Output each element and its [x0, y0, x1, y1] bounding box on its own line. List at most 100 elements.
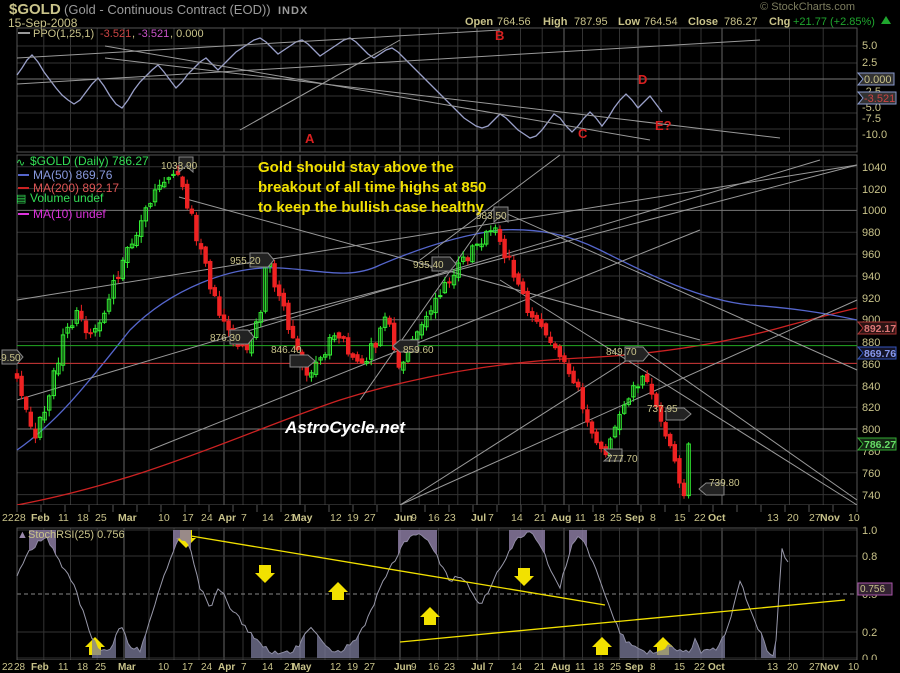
svg-text:Close: Close — [688, 16, 718, 28]
svg-text:Sep: Sep — [625, 512, 644, 524]
svg-text:20: 20 — [787, 662, 799, 673]
svg-text:-7.5: -7.5 — [862, 113, 881, 125]
svg-text:Nov: Nov — [820, 512, 840, 524]
svg-text:19: 19 — [347, 662, 359, 673]
svg-text:892.17: 892.17 — [864, 323, 896, 335]
svg-text:15: 15 — [674, 662, 686, 673]
svg-text:764.56: 764.56 — [497, 16, 531, 28]
svg-text:920: 920 — [862, 293, 880, 305]
svg-text:846.40: 846.40 — [271, 345, 302, 356]
svg-text:22: 22 — [2, 662, 14, 673]
svg-text:, 0.000: , 0.000 — [170, 28, 204, 40]
svg-text:▤: ▤ — [16, 193, 26, 205]
svg-text:May: May — [292, 512, 313, 524]
svg-text:High: High — [543, 16, 568, 28]
svg-text:D: D — [638, 72, 647, 87]
svg-text:Feb: Feb — [31, 512, 50, 524]
svg-text:Mar: Mar — [118, 662, 136, 673]
svg-text:21: 21 — [534, 662, 546, 673]
svg-text:Mar: Mar — [118, 512, 137, 524]
svg-text:16: 16 — [428, 512, 440, 524]
svg-text:940: 940 — [862, 271, 880, 283]
svg-text:-10.0: -10.0 — [862, 129, 887, 141]
svg-text:935.40: 935.40 — [413, 260, 444, 271]
svg-text:15: 15 — [674, 512, 686, 524]
svg-text:955.20: 955.20 — [230, 256, 261, 267]
svg-text:7: 7 — [241, 662, 247, 673]
svg-text:Aug: Aug — [551, 662, 570, 673]
svg-text:8: 8 — [650, 662, 656, 673]
svg-text:-3.521: -3.521 — [138, 28, 169, 40]
svg-text:18: 18 — [77, 512, 89, 524]
svg-text:Apr: Apr — [218, 662, 235, 673]
svg-text:0.000: 0.000 — [864, 74, 892, 86]
svg-text:,: , — [132, 28, 135, 40]
svg-text:18: 18 — [77, 662, 89, 673]
svg-text:14: 14 — [511, 662, 523, 673]
svg-text:980: 980 — [862, 227, 880, 239]
svg-text:Low: Low — [618, 16, 640, 28]
svg-text:0.8: 0.8 — [862, 551, 877, 563]
svg-text:Jun: Jun — [394, 512, 413, 524]
svg-text:StochRSI(25) 0.756: StochRSI(25) 0.756 — [28, 529, 125, 541]
svg-text:13: 13 — [767, 512, 779, 524]
svg-text:B: B — [495, 28, 504, 43]
svg-text:Jun: Jun — [394, 662, 412, 673]
svg-text:Chg: Chg — [769, 16, 790, 28]
svg-text:800: 800 — [862, 424, 880, 436]
svg-text:0.2: 0.2 — [862, 627, 877, 639]
svg-text:1020: 1020 — [862, 184, 886, 196]
svg-text:14: 14 — [262, 512, 274, 524]
svg-text:740: 740 — [862, 490, 880, 502]
svg-text:Jul: Jul — [471, 662, 486, 673]
svg-text:1.0: 1.0 — [862, 525, 877, 537]
svg-text:849.70: 849.70 — [606, 347, 637, 358]
svg-text:5.0: 5.0 — [862, 40, 877, 52]
svg-text:Gold should stay above the: Gold should stay above the — [258, 159, 454, 176]
svg-text:24: 24 — [201, 662, 213, 673]
svg-text:▲: ▲ — [17, 529, 28, 541]
svg-text:11: 11 — [58, 512, 69, 524]
svg-text:11: 11 — [575, 512, 586, 524]
svg-text:28: 28 — [14, 512, 26, 524]
svg-text:Oct: Oct — [708, 662, 725, 673]
svg-text:18: 18 — [593, 662, 605, 673]
svg-text:27: 27 — [809, 662, 821, 673]
svg-text:25: 25 — [610, 662, 622, 673]
svg-text:859.60: 859.60 — [403, 345, 434, 356]
svg-text:22: 22 — [694, 662, 706, 673]
svg-text:A: A — [305, 131, 315, 146]
svg-text:INDX: INDX — [278, 5, 308, 17]
svg-text:786.27: 786.27 — [724, 16, 758, 28]
svg-text:Feb: Feb — [31, 662, 49, 673]
svg-text:May: May — [292, 662, 312, 673]
svg-text:22: 22 — [2, 512, 14, 524]
svg-text:25: 25 — [95, 512, 107, 524]
svg-text:19: 19 — [347, 512, 359, 524]
svg-text:7: 7 — [488, 512, 494, 524]
svg-text:14: 14 — [262, 662, 274, 673]
svg-text:Jul: Jul — [471, 512, 486, 524]
svg-text:breakout of all time highs at: breakout of all time highs at 850 — [258, 179, 486, 196]
svg-text:20: 20 — [787, 512, 799, 524]
svg-text:MA(50) 869.76: MA(50) 869.76 — [33, 168, 113, 182]
svg-text:21: 21 — [534, 512, 546, 524]
svg-text:849.50: 849.50 — [0, 353, 21, 364]
svg-text:(Gold - Continuous Contract (E: (Gold - Continuous Contract (EOD)) — [64, 2, 271, 17]
svg-text:23: 23 — [444, 512, 456, 524]
svg-text:2.5: 2.5 — [862, 57, 877, 69]
svg-text:∿: ∿ — [16, 157, 25, 169]
svg-text:Aug: Aug — [551, 512, 571, 524]
svg-text:Nov: Nov — [820, 662, 839, 673]
svg-text:22: 22 — [694, 512, 706, 524]
svg-text:Oct: Oct — [708, 512, 726, 524]
svg-text:13: 13 — [767, 662, 779, 673]
svg-text:25: 25 — [95, 662, 107, 673]
svg-text:11: 11 — [575, 662, 586, 673]
svg-text:10: 10 — [158, 662, 170, 673]
svg-text:1000: 1000 — [862, 205, 886, 217]
svg-text:Apr: Apr — [218, 512, 236, 524]
svg-text:0.756: 0.756 — [860, 584, 885, 595]
svg-text:27: 27 — [364, 512, 376, 524]
svg-text:8: 8 — [650, 512, 656, 524]
